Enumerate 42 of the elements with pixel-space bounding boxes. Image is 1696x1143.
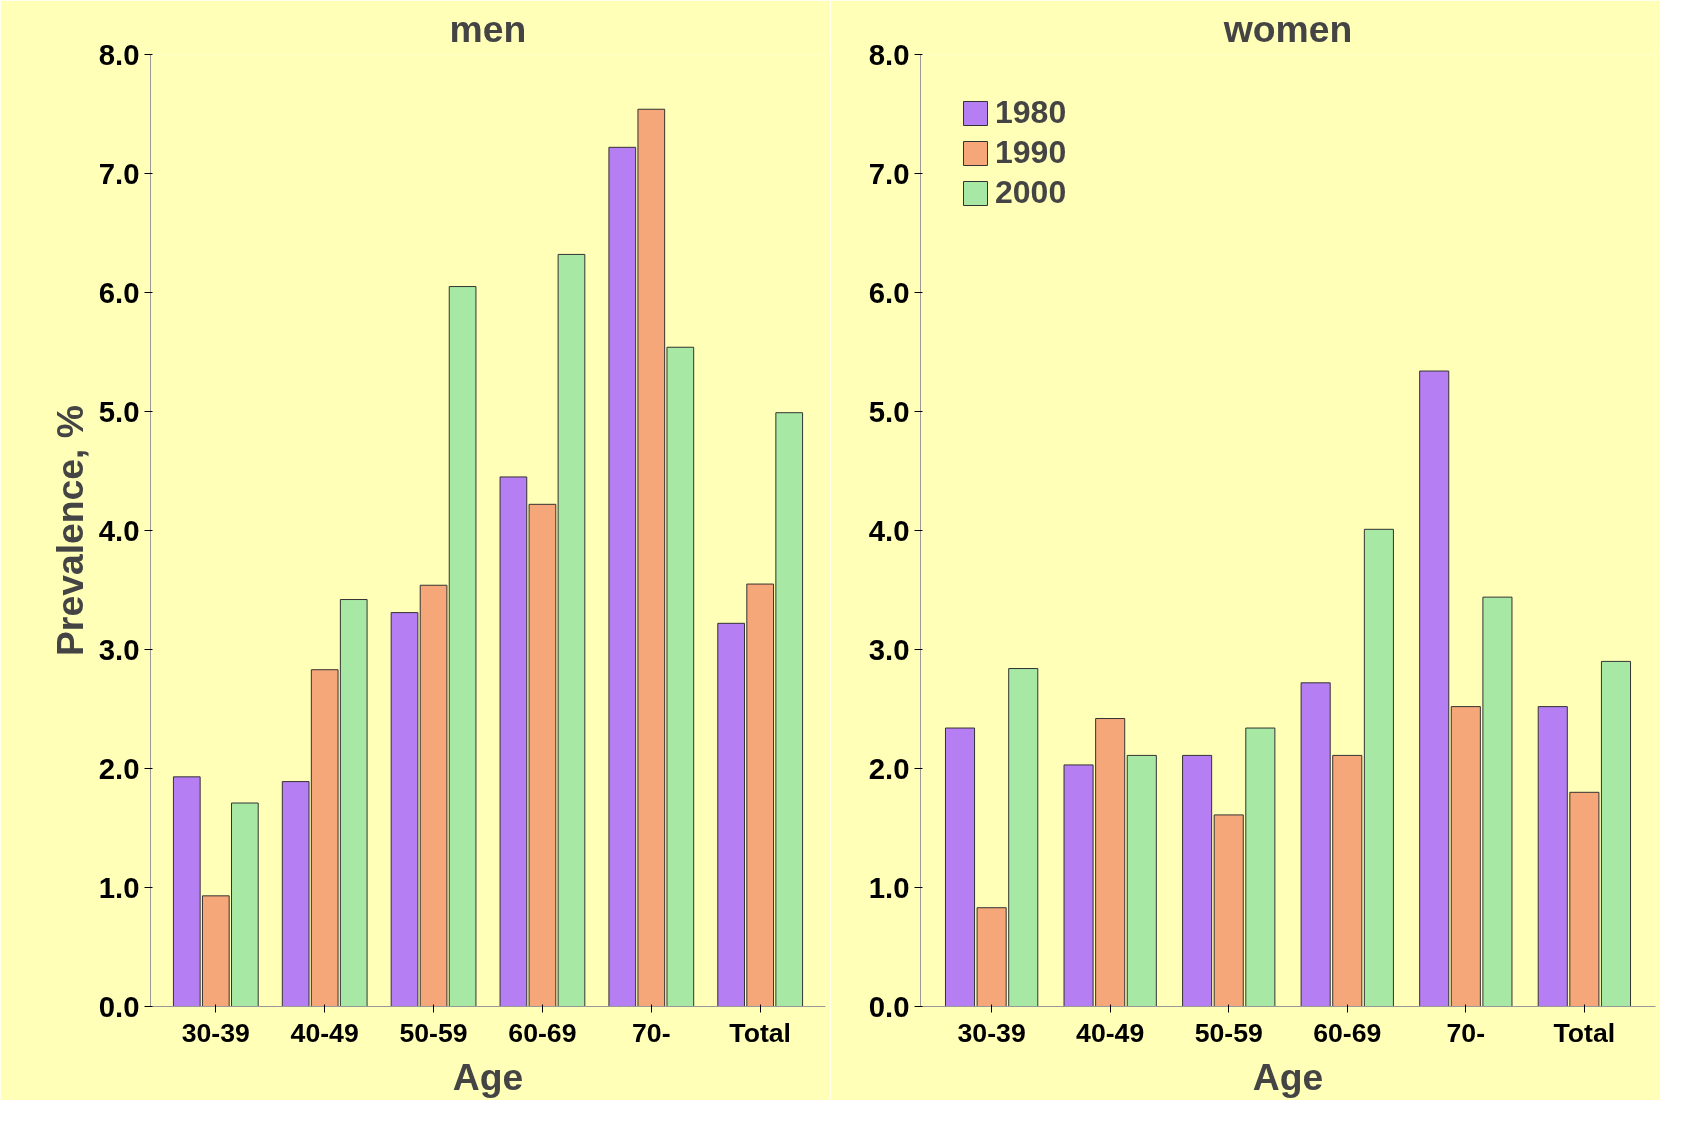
y-tick-label: 7.0	[868, 156, 910, 190]
x-tick-label: 30-39	[957, 1017, 1026, 1048]
x-tick-label: 40-49	[1076, 1017, 1145, 1048]
x-tick-label: 50-59	[1194, 1017, 1263, 1048]
y-tick-label: 2.0	[98, 751, 140, 785]
y-tick-label: 6.0	[98, 275, 140, 309]
y-tick-label: 5.0	[98, 394, 140, 428]
y-tick-label: 8.0	[98, 37, 140, 71]
y-tick-label: 0.0	[98, 989, 140, 1023]
y-tick-label: 7.0	[98, 156, 140, 190]
x-tick-label: 70-	[632, 1017, 671, 1048]
bar	[1363, 528, 1394, 1007]
y-tick-label: 1.0	[868, 870, 910, 904]
bar	[1126, 754, 1157, 1007]
x-axis-title: Age	[452, 1055, 524, 1098]
legend-label: 1980	[995, 94, 1067, 131]
x-tick-label: Total	[729, 1017, 792, 1048]
chart-title: women	[1222, 7, 1353, 50]
y-tick-label: 2.0	[868, 751, 910, 785]
legend-label: 2000	[995, 174, 1067, 211]
x-tick-label: 50-59	[399, 1017, 468, 1048]
y-tick-label: 1.0	[98, 870, 140, 904]
x-tick-label: 60-69	[508, 1017, 577, 1048]
x-tick-label: 30-39	[181, 1017, 250, 1048]
y-tick-label: 3.0	[98, 632, 140, 666]
y-axis-title: Prevalence, %	[48, 404, 91, 657]
y-tick-label: 4.0	[98, 513, 140, 547]
y-tick-label: 3.0	[868, 632, 910, 666]
x-axis-title: Age	[1252, 1055, 1324, 1098]
chart-title: men	[449, 7, 527, 50]
y-tick-label: 6.0	[868, 275, 910, 309]
y-tick-label: 8.0	[868, 37, 910, 71]
y-tick-label: 4.0	[868, 513, 910, 547]
bar	[1182, 754, 1213, 1007]
x-tick-label: 60-69	[1313, 1017, 1382, 1048]
legend-label: 1990	[995, 134, 1067, 171]
y-tick-label: 5.0	[868, 394, 910, 428]
x-tick-label: Total	[1553, 1017, 1616, 1048]
x-tick-label: 70-	[1446, 1017, 1486, 1048]
y-tick-label: 0.0	[868, 989, 910, 1023]
bar	[1419, 370, 1450, 1007]
x-tick-label: 40-49	[290, 1017, 359, 1048]
